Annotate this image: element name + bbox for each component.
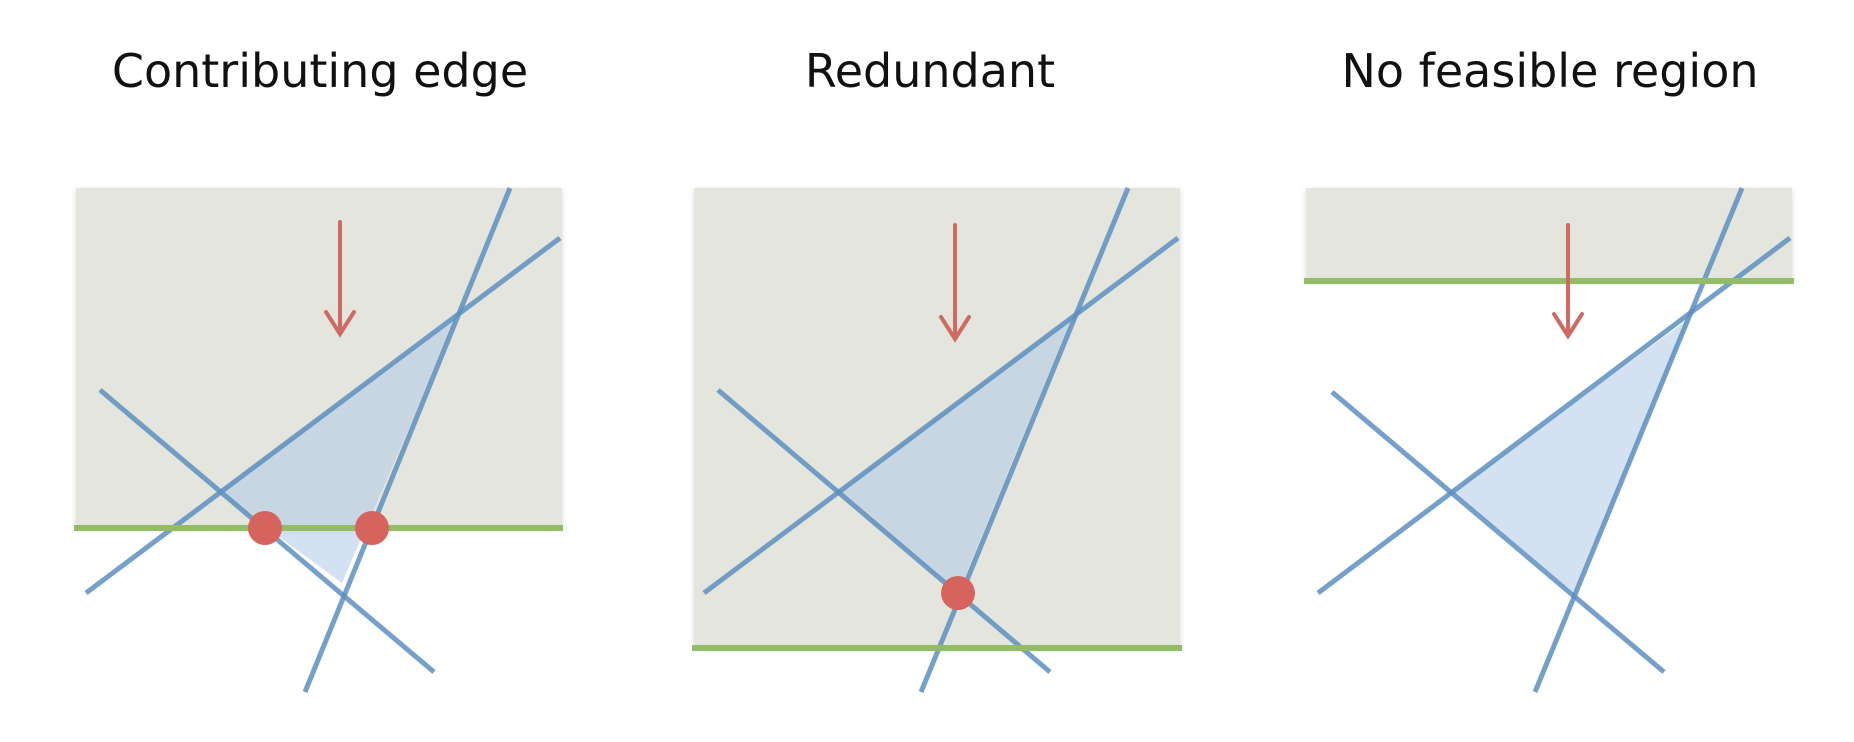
constraint-line <box>1330 390 1666 674</box>
intersection-marker <box>248 511 282 545</box>
constraint-line <box>302 187 513 693</box>
constraint-line <box>716 388 1052 674</box>
panel-redundant <box>692 187 1182 693</box>
arrow-head <box>1552 312 1584 340</box>
constraint-line <box>1316 236 1792 595</box>
infeasible-triangle <box>1452 318 1690 593</box>
intersection-marker <box>355 511 389 545</box>
panel-no-feasible-region <box>1304 187 1794 693</box>
arrow-head <box>324 310 356 338</box>
arrow-head <box>939 315 971 343</box>
panel-title-contributing-edge: Contributing edge <box>111 44 529 98</box>
panel-title-redundant: Redundant <box>804 44 1056 98</box>
constraint-line <box>702 235 1180 596</box>
constraint-line <box>84 235 562 596</box>
half-plane-shade <box>1306 188 1792 281</box>
panel-contributing-edge <box>74 187 563 693</box>
vertex-marker <box>941 576 975 610</box>
feasible-triangle <box>838 317 1072 593</box>
panel-title-no-feasible-region: No feasible region <box>1341 44 1759 98</box>
feasible-triangle <box>218 317 457 583</box>
constraint-line <box>1532 187 1745 693</box>
